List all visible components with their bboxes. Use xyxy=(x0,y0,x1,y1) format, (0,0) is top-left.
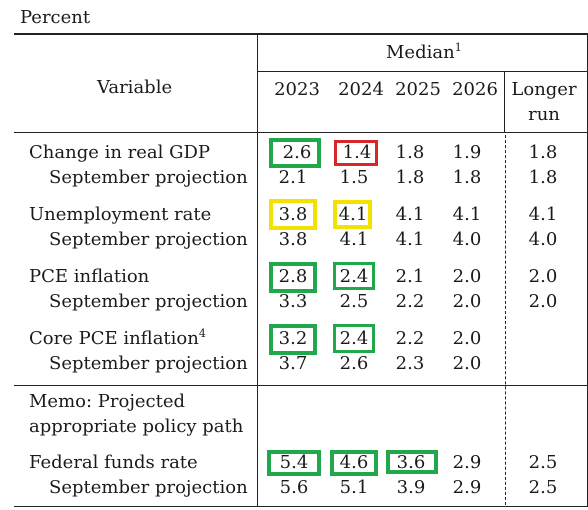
cell-core-sep-2024: 2.6 xyxy=(339,353,369,374)
cell-core-2023: 3.2 xyxy=(278,328,308,349)
row-label-core-pce-text: Core PCE inflation xyxy=(29,328,199,349)
row-label-core-pce: Core PCE inflation4 xyxy=(29,327,206,349)
cell-ffr-2024: 4.6 xyxy=(339,452,369,473)
row-label-core-pce-september: September projection xyxy=(49,353,248,374)
highlight-core-2024 xyxy=(333,324,375,353)
highlight-unemp-2024 xyxy=(333,200,372,229)
highlight-unemp-2023 xyxy=(269,199,317,230)
row-label-unemployment-september: September projection xyxy=(49,229,248,250)
cell-pce-longer-run: 2.0 xyxy=(528,266,558,287)
cell-gdp-sep-2025: 1.8 xyxy=(395,167,425,188)
cell-pce-2026: 2.0 xyxy=(452,266,482,287)
year-header-2023: 2023 xyxy=(274,79,320,100)
cell-unemp-sep-2023: 3.8 xyxy=(278,229,308,250)
highlight-core-2023 xyxy=(269,324,317,355)
units-label: Percent xyxy=(20,7,91,28)
bottom-rule xyxy=(14,506,588,507)
cell-unemp-sep-2025: 4.1 xyxy=(395,229,425,250)
cell-unemp-sep-2026: 4.0 xyxy=(452,229,482,250)
year-header-2025: 2025 xyxy=(395,79,441,100)
row-label-federal-funds-rate-september: September projection xyxy=(49,477,248,498)
cell-unemp-2024: 4.1 xyxy=(338,204,368,225)
cell-ffr-2025: 3.6 xyxy=(396,452,426,473)
row-label-federal-funds-rate: Federal funds rate xyxy=(29,452,198,473)
cell-core-sep-2023: 3.7 xyxy=(278,353,308,374)
cell-gdp-sep-2026: 1.8 xyxy=(452,167,482,188)
memo-label-line1: Memo: Projected xyxy=(29,391,186,412)
row-label-pce: PCE inflation xyxy=(29,266,150,287)
cell-core-sep-2025: 2.3 xyxy=(395,353,425,374)
cell-gdp-2024: 1.4 xyxy=(342,142,372,163)
cell-core-sep-2026: 2.0 xyxy=(452,353,482,374)
cell-ffr-sep-2023: 5.6 xyxy=(279,477,309,498)
longer-run-header-divider xyxy=(504,72,505,133)
cell-ffr-2026: 2.9 xyxy=(452,452,482,473)
row-label-gdp-september: September projection xyxy=(49,167,248,188)
cell-core-2026: 2.0 xyxy=(452,328,482,349)
core-pce-footnote-mark: 4 xyxy=(198,327,206,340)
median-header: Median1 xyxy=(386,41,462,63)
memo-label-line2: appropriate policy path xyxy=(29,416,244,437)
cell-pce-sep-2023: 3.3 xyxy=(278,291,308,312)
cell-ffr-sep-2024: 5.1 xyxy=(339,477,369,498)
cell-unemp-sep-2024: 4.1 xyxy=(339,229,369,250)
memo-rule xyxy=(14,385,588,386)
cell-pce-2023: 2.8 xyxy=(278,266,308,287)
longer-run-header-line2: run xyxy=(528,104,560,125)
top-rule xyxy=(14,33,588,35)
row-label-pce-september: September projection xyxy=(49,291,248,312)
cell-ffr-sep-2026: 2.9 xyxy=(452,477,482,498)
median-underline xyxy=(258,71,588,72)
highlight-ffr-2025 xyxy=(386,450,438,474)
cell-unemp-sep-longer-run: 4.0 xyxy=(528,229,558,250)
cell-ffr-sep-2025: 3.9 xyxy=(396,477,426,498)
cell-unemp-2025: 4.1 xyxy=(395,204,425,225)
cell-ffr-sep-longer-run: 2.5 xyxy=(528,477,558,498)
cell-unemp-longer-run: 4.1 xyxy=(528,204,558,225)
header-rule xyxy=(14,132,588,133)
highlight-ffr-2023 xyxy=(267,450,321,476)
cell-gdp-sep-2024: 1.5 xyxy=(339,167,369,188)
cell-core-2025: 2.2 xyxy=(395,328,425,349)
cell-gdp-2023: 2.6 xyxy=(282,142,312,163)
variable-column-divider xyxy=(257,34,258,506)
cell-gdp-longer-run: 1.8 xyxy=(528,142,558,163)
cell-unemp-2026: 4.1 xyxy=(452,204,482,225)
cell-unemp-2023: 3.8 xyxy=(278,204,308,225)
median-footnote-mark: 1 xyxy=(454,41,462,54)
row-label-gdp: Change in real GDP xyxy=(29,142,211,163)
highlight-gdp-2024 xyxy=(334,140,378,166)
cell-pce-2025: 2.1 xyxy=(395,266,425,287)
cell-gdp-2026: 1.9 xyxy=(452,142,482,163)
row-label-unemployment: Unemployment rate xyxy=(29,204,212,225)
cell-gdp-sep-longer-run: 1.8 xyxy=(528,167,558,188)
cell-gdp-sep-2023: 2.1 xyxy=(278,167,308,188)
highlight-gdp-2023 xyxy=(269,138,321,168)
year-header-2026: 2026 xyxy=(452,79,498,100)
cell-pce-sep-2025: 2.2 xyxy=(395,291,425,312)
year-header-2024: 2024 xyxy=(338,79,384,100)
cell-gdp-2025: 1.8 xyxy=(395,142,425,163)
cell-core-2024: 2.4 xyxy=(339,328,369,349)
cell-pce-sep-longer-run: 2.0 xyxy=(528,291,558,312)
cell-pce-sep-2024: 2.5 xyxy=(339,291,369,312)
highlight-pce-2023 xyxy=(269,262,317,293)
cell-ffr-2023: 5.4 xyxy=(279,452,309,473)
cell-pce-2024: 2.4 xyxy=(339,266,369,287)
highlight-pce-2024 xyxy=(333,262,375,290)
highlight-ffr-2024 xyxy=(330,450,378,476)
cell-ffr-longer-run: 2.5 xyxy=(528,452,558,473)
longer-run-header-line1: Longer xyxy=(511,79,577,100)
variable-header: Variable xyxy=(97,77,173,98)
cell-pce-sep-2026: 2.0 xyxy=(452,291,482,312)
median-header-text: Median xyxy=(386,42,455,63)
longer-run-dashed-divider xyxy=(505,135,506,505)
